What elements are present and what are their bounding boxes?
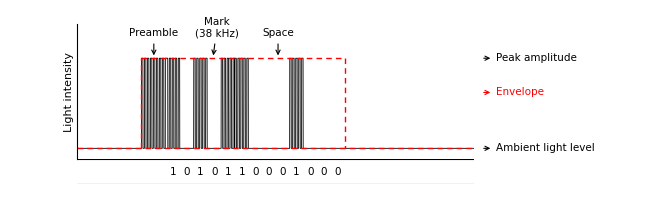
Text: 0: 0 bbox=[307, 167, 313, 177]
Text: 0: 0 bbox=[211, 167, 218, 177]
Text: 1: 1 bbox=[197, 167, 204, 177]
Text: Preamble: Preamble bbox=[130, 28, 178, 54]
Text: 1: 1 bbox=[293, 167, 300, 177]
Text: 0: 0 bbox=[266, 167, 273, 177]
Text: Space: Space bbox=[262, 28, 294, 54]
Text: 1: 1 bbox=[224, 167, 231, 177]
Text: Peak amplitude: Peak amplitude bbox=[484, 53, 576, 63]
Text: 0: 0 bbox=[184, 167, 190, 177]
Text: 0: 0 bbox=[252, 167, 259, 177]
Y-axis label: Light intensity: Light intensity bbox=[64, 52, 74, 131]
Text: Ambient light level: Ambient light level bbox=[484, 143, 595, 153]
Text: Envelope: Envelope bbox=[484, 87, 544, 97]
Text: 0: 0 bbox=[279, 167, 286, 177]
Text: 1: 1 bbox=[238, 167, 245, 177]
Text: Mark
(38 kHz): Mark (38 kHz) bbox=[195, 17, 239, 54]
Text: 1: 1 bbox=[170, 167, 176, 177]
Text: 0: 0 bbox=[321, 167, 327, 177]
Text: 0: 0 bbox=[335, 167, 341, 177]
